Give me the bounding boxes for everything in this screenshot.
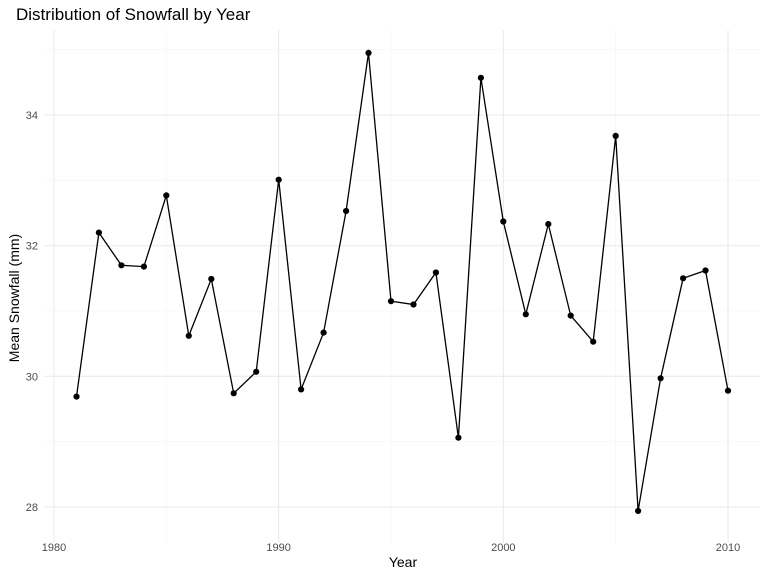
x-axis-ticks: 1980 1990 2000 2010 (42, 542, 740, 554)
data-point (410, 301, 417, 308)
x-tick-label: 1990 (266, 542, 290, 554)
data-point (118, 262, 125, 269)
grid (44, 30, 760, 543)
data-point (612, 132, 619, 139)
data-point (590, 338, 597, 345)
data-point (275, 176, 282, 183)
data-point (500, 218, 507, 225)
x-axis-title: Year (389, 554, 418, 570)
data-point (702, 267, 709, 274)
x-tick-label: 1980 (42, 542, 66, 554)
data-point (185, 332, 192, 339)
data-point (455, 434, 462, 441)
data-point (253, 368, 260, 375)
data-point (657, 375, 664, 382)
data-point (73, 393, 80, 400)
data-point (635, 507, 642, 514)
data-point (230, 390, 237, 397)
y-axis-ticks: 28 30 32 34 (26, 110, 38, 514)
data-point (680, 275, 687, 282)
data-point (522, 311, 529, 318)
x-tick-label: 2000 (491, 542, 515, 554)
data-point (343, 207, 350, 215)
y-tick-label: 30 (26, 371, 38, 383)
data-point (95, 229, 102, 236)
data-point (567, 312, 574, 319)
data-points (73, 49, 732, 514)
data-point (208, 275, 215, 283)
data-point (432, 269, 439, 276)
data-point (298, 386, 305, 393)
series-line (75, 52, 729, 512)
y-tick-label: 28 (26, 502, 38, 514)
chart-title: Distribution of Snowfall by Year (16, 5, 251, 24)
y-tick-label: 34 (26, 110, 38, 122)
data-point (477, 74, 484, 81)
data-point (724, 387, 732, 394)
x-tick-label: 2010 (716, 542, 740, 554)
data-point (387, 298, 395, 305)
data-point (320, 329, 327, 336)
y-axis-title: Mean Snowfall (mm) (6, 234, 22, 362)
data-point (163, 192, 170, 199)
data-point (545, 221, 552, 228)
y-tick-label: 32 (26, 241, 38, 253)
data-point (365, 49, 372, 57)
data-point (140, 263, 147, 270)
